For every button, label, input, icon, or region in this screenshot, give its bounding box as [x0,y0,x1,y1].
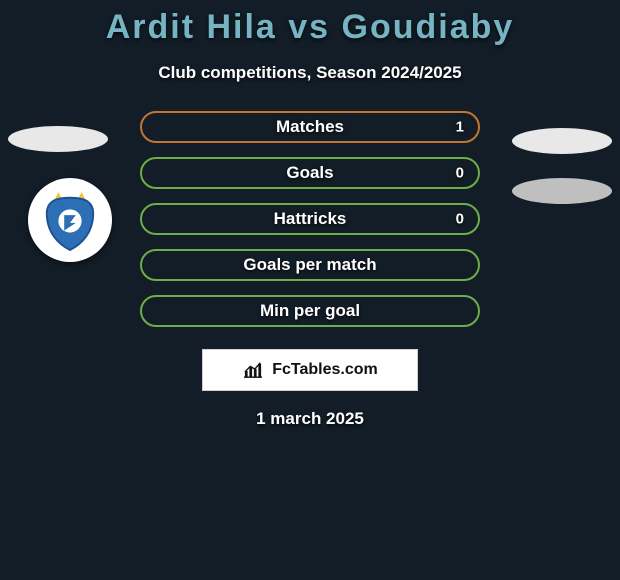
player-right-ellipse [512,128,612,154]
stat-row-min-per-goal: Min per goal [140,295,480,327]
subtitle: Club competitions, Season 2024/2025 [0,63,620,83]
stat-label: Goals per match [243,255,376,275]
branding-badge: FcTables.com [202,349,418,391]
bar-chart-icon [242,361,264,379]
stat-row-goals: Goals 0 [140,157,480,189]
stat-right-value: 0 [456,165,464,182]
branding-text: FcTables.com [272,361,378,379]
player-left-ellipse [8,126,108,152]
stat-label: Min per goal [260,301,360,321]
player-right-ellipse-2 [512,178,612,204]
stat-row-matches: Matches 1 [140,111,480,143]
stat-right-value: 0 [456,211,464,228]
stat-label: Goals [286,163,333,183]
footer-date: 1 march 2025 [0,409,620,429]
crest-icon [41,188,99,252]
stat-label: Hattricks [274,209,347,229]
page-title: Ardit Hila vs Goudiaby [0,0,620,47]
stat-row-hattricks: Hattricks 0 [140,203,480,235]
club-crest [28,178,112,262]
stat-label: Matches [276,117,344,137]
stat-right-value: 1 [456,119,464,136]
stat-row-goals-per-match: Goals per match [140,249,480,281]
